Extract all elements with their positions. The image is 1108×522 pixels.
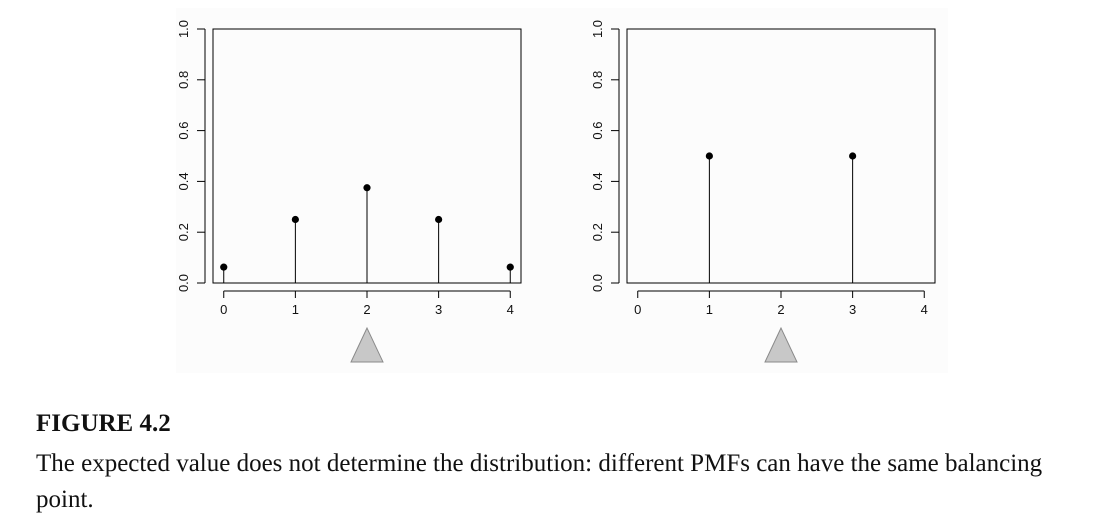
plot-2-point [705, 152, 713, 160]
plot-2-y-tick-label: 0.8 [590, 71, 605, 89]
plot-1-fulcrum-triangle [350, 326, 384, 363]
plot-2-frame [626, 28, 936, 284]
plot-1-point [220, 263, 228, 271]
plot-1-x-tick-label: 0 [220, 302, 227, 317]
plot-2-x-tick-label: 2 [777, 302, 784, 317]
figure-caption-text: The expected value does not determine th… [36, 450, 1043, 513]
plot-2-y-tick-label: 1.0 [590, 20, 605, 38]
plot-1-x-tick-label: 2 [363, 302, 370, 317]
plot-1-y-tick-label: 0.4 [176, 172, 191, 190]
plot-1-point [506, 263, 514, 271]
plot-1-point [435, 215, 443, 224]
plot-1-y-tick-label: 1.0 [176, 20, 191, 38]
plot-1-y-tick-label: 0.6 [176, 122, 191, 140]
plot-2-fulcrum-triangle [764, 326, 798, 363]
plot-1-point [291, 215, 299, 224]
plot-1-x-tick-label: 1 [292, 302, 299, 317]
plot-2-y-tick-label: 0.2 [590, 223, 605, 241]
plot-2-x-tick-label: 0 [634, 302, 641, 317]
plot-2-x-tick-label: 1 [706, 302, 713, 317]
figure-panel [176, 8, 948, 373]
plot-2-x-tick-label: 3 [849, 302, 856, 317]
plot-1-point [363, 184, 371, 192]
plot-1-x-tick-label: 3 [435, 302, 442, 317]
plot-2-y-tick-label: 0.4 [590, 172, 605, 190]
plot-1-y-tick-label: 0.2 [176, 223, 191, 241]
plot-2-x-tick-label: 4 [921, 302, 928, 317]
plot-1-y-tick-label: 0.8 [176, 71, 191, 89]
figure-caption-title: FIGURE 4.2 [36, 410, 171, 437]
plot-2-point [849, 152, 857, 160]
plot-1-x-tick-label: 4 [507, 302, 514, 317]
plot-2-y-tick-label: 0.0 [590, 274, 605, 292]
plot-1-y-tick-label: 0.0 [176, 274, 191, 292]
plot-2-y-tick-label: 0.6 [590, 122, 605, 140]
